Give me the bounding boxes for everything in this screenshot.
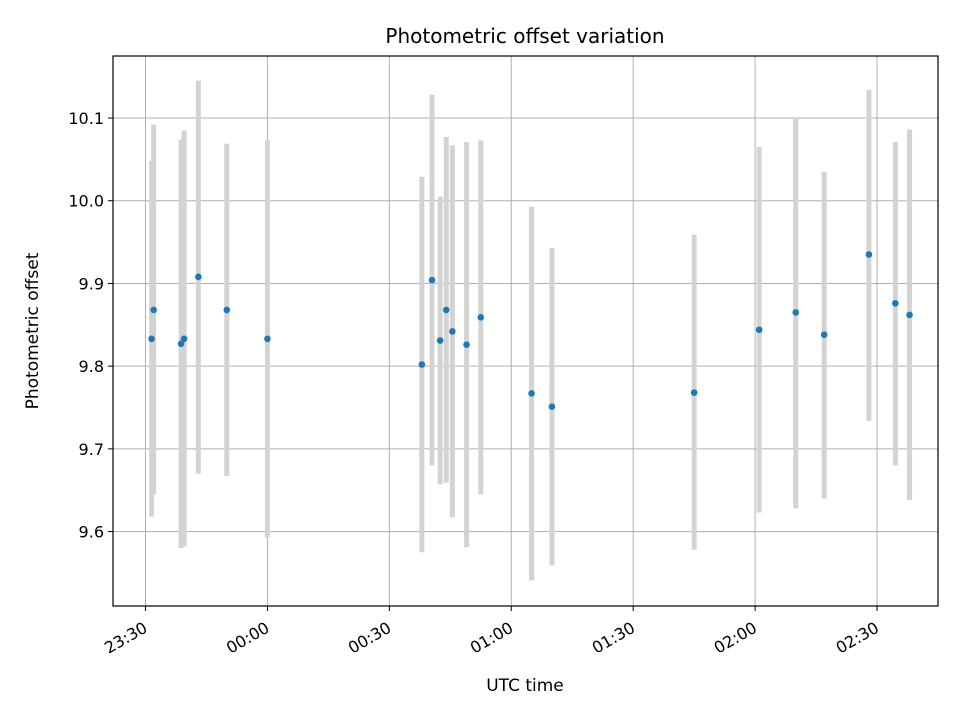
data-point [528, 390, 535, 397]
data-point [418, 361, 426, 368]
y-tick-label: 9.7 [79, 440, 104, 459]
y-tick-label: 10.1 [68, 109, 104, 128]
data-point [449, 328, 456, 335]
data-point [264, 335, 271, 343]
data-point [195, 273, 202, 281]
data-point [428, 276, 436, 284]
data-point [820, 331, 828, 339]
data-point [436, 337, 444, 344]
data-point [755, 326, 763, 334]
data-point [548, 403, 556, 410]
data-point [150, 306, 157, 314]
y-tick-label: 9.8 [79, 357, 104, 376]
y-axis-label: Photometric offset [23, 252, 43, 409]
data-point [477, 314, 485, 321]
data-point [690, 389, 698, 396]
data-point [463, 341, 470, 348]
chart-title: Photometric offset variation [385, 24, 664, 48]
y-tick-label: 9.9 [79, 274, 104, 293]
data-point [906, 311, 913, 319]
data-point [865, 251, 873, 258]
data-point [177, 340, 185, 348]
data-point [223, 306, 231, 314]
plot-area [113, 56, 938, 606]
plot-frame [112, 55, 939, 607]
data-point [148, 335, 155, 343]
data-points [148, 251, 913, 410]
y-axis-ticks: 9.6 9.7 9.8 9.9 10.0 10.1 [68, 109, 113, 542]
data-point [892, 299, 899, 307]
x-axis-label: UTC time [486, 676, 564, 696]
y-tick-label: 9.6 [79, 523, 104, 542]
data-point [442, 306, 450, 314]
data-point [180, 335, 188, 343]
data-point [792, 309, 800, 316]
y-tick-label: 10.0 [68, 192, 104, 211]
